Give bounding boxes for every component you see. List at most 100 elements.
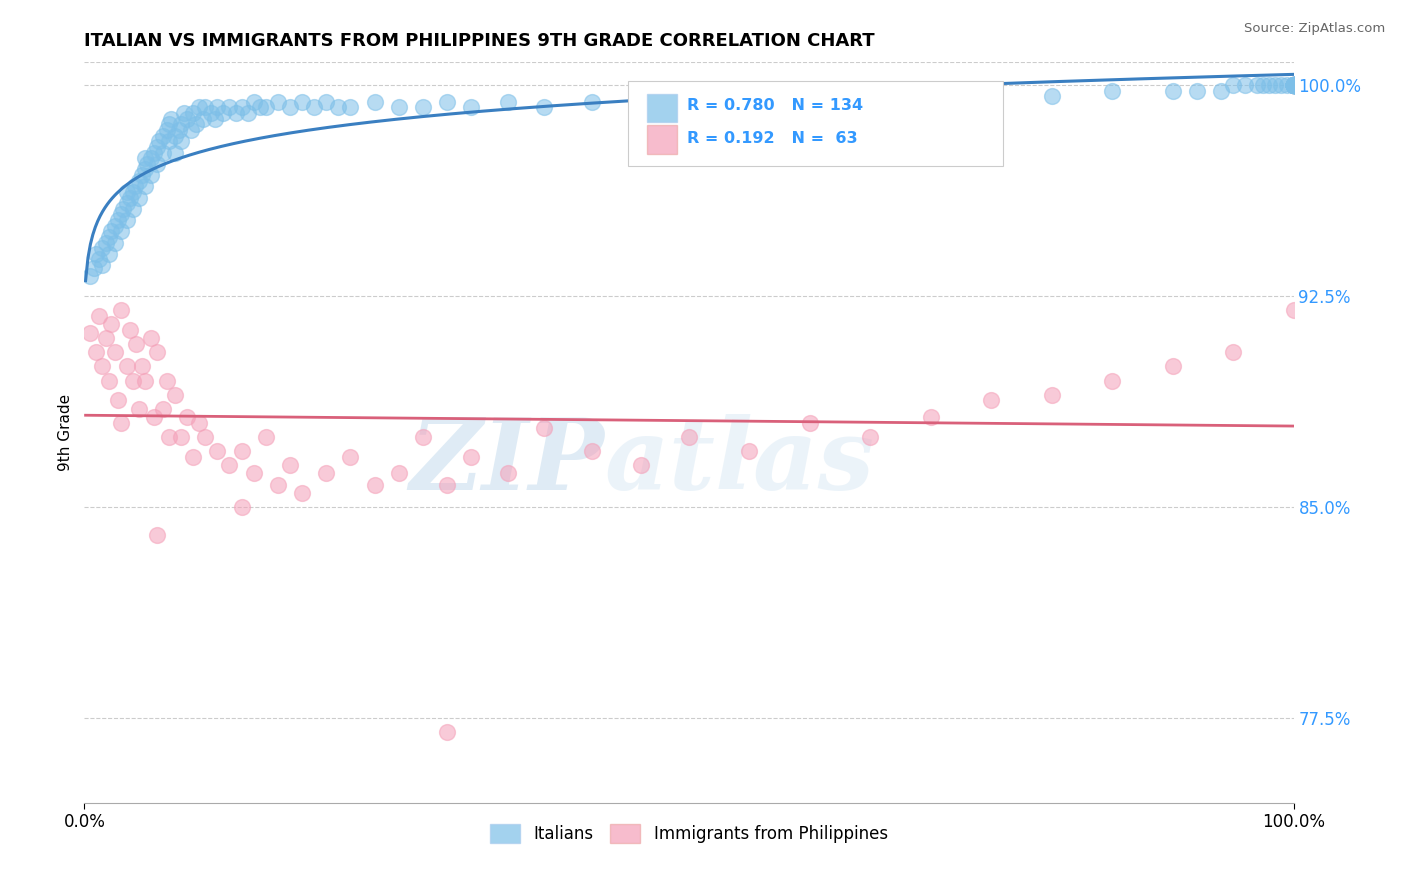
Point xyxy=(184,117,207,131)
Point xyxy=(104,219,127,233)
Point xyxy=(134,151,156,165)
Point xyxy=(412,100,434,114)
Point xyxy=(121,185,143,199)
Point xyxy=(1209,84,1232,98)
Point xyxy=(107,213,129,227)
Point xyxy=(1282,78,1305,92)
Point xyxy=(112,202,135,216)
Point xyxy=(139,331,162,345)
Point xyxy=(1282,78,1305,92)
Point xyxy=(134,162,156,177)
Point xyxy=(339,100,361,114)
Point xyxy=(1258,78,1281,92)
Point xyxy=(249,100,271,114)
Point xyxy=(339,450,361,464)
Point xyxy=(86,345,108,359)
Text: atlas: atlas xyxy=(605,414,875,510)
Point xyxy=(1185,84,1208,98)
Point xyxy=(1282,78,1305,92)
Point xyxy=(1282,78,1305,92)
Point xyxy=(157,134,180,148)
Point xyxy=(115,359,138,374)
Point xyxy=(267,477,290,491)
Point xyxy=(1234,78,1257,92)
Point xyxy=(155,374,177,388)
Point xyxy=(104,345,127,359)
Point xyxy=(236,106,259,120)
Point xyxy=(1282,78,1305,92)
Point xyxy=(146,528,169,542)
Point xyxy=(121,202,143,216)
Point xyxy=(231,500,253,515)
Point xyxy=(1282,78,1305,92)
Point xyxy=(231,444,253,458)
Point xyxy=(188,416,211,430)
Text: ZIP: ZIP xyxy=(409,414,605,510)
Point xyxy=(120,323,142,337)
Point xyxy=(1282,78,1305,92)
Point xyxy=(1282,78,1305,92)
Point xyxy=(436,477,458,491)
Point xyxy=(920,89,942,103)
Point xyxy=(1040,387,1063,401)
Point xyxy=(242,95,264,109)
Point xyxy=(1040,89,1063,103)
Point xyxy=(1282,78,1305,92)
Point xyxy=(1282,78,1305,92)
Point xyxy=(1101,374,1123,388)
Point xyxy=(242,467,264,481)
Point xyxy=(200,106,222,120)
Point xyxy=(194,100,217,114)
Point xyxy=(176,410,198,425)
Point xyxy=(128,190,150,204)
Point xyxy=(207,444,229,458)
FancyBboxPatch shape xyxy=(647,126,676,153)
Point xyxy=(134,179,156,194)
Point xyxy=(131,359,153,374)
Point xyxy=(170,430,193,444)
Point xyxy=(1264,78,1286,92)
Point xyxy=(496,467,519,481)
Point xyxy=(388,100,411,114)
Point xyxy=(496,95,519,109)
Point xyxy=(115,213,138,227)
Point xyxy=(146,345,169,359)
Point xyxy=(1246,78,1268,92)
Point xyxy=(1282,78,1305,92)
FancyBboxPatch shape xyxy=(628,81,1004,166)
Point xyxy=(181,106,204,120)
Point xyxy=(191,112,214,126)
Text: R = 0.780   N = 134: R = 0.780 N = 134 xyxy=(686,98,863,113)
Point xyxy=(1282,78,1305,92)
Point xyxy=(131,168,153,182)
Point xyxy=(100,317,122,331)
Point xyxy=(125,337,148,351)
Point xyxy=(157,430,180,444)
Point xyxy=(388,467,411,481)
Point xyxy=(165,128,187,143)
Point xyxy=(107,393,129,408)
Point xyxy=(136,157,159,171)
Point xyxy=(278,100,301,114)
Point xyxy=(110,416,132,430)
Point xyxy=(110,207,132,221)
Point xyxy=(79,326,101,340)
Point xyxy=(110,224,132,238)
Point xyxy=(1282,78,1305,92)
Point xyxy=(94,235,117,250)
Point xyxy=(143,410,166,425)
Point xyxy=(87,252,110,267)
Point xyxy=(859,430,882,444)
Point xyxy=(128,174,150,188)
Point xyxy=(460,100,482,114)
Point xyxy=(152,145,174,160)
Point xyxy=(97,230,120,244)
Point xyxy=(1282,78,1305,92)
Point xyxy=(1282,78,1305,92)
Point xyxy=(1282,303,1305,318)
Point xyxy=(176,112,198,126)
Point xyxy=(291,95,314,109)
Text: R = 0.192   N =  63: R = 0.192 N = 63 xyxy=(686,131,858,146)
Point xyxy=(167,123,190,137)
Point xyxy=(1282,78,1305,92)
